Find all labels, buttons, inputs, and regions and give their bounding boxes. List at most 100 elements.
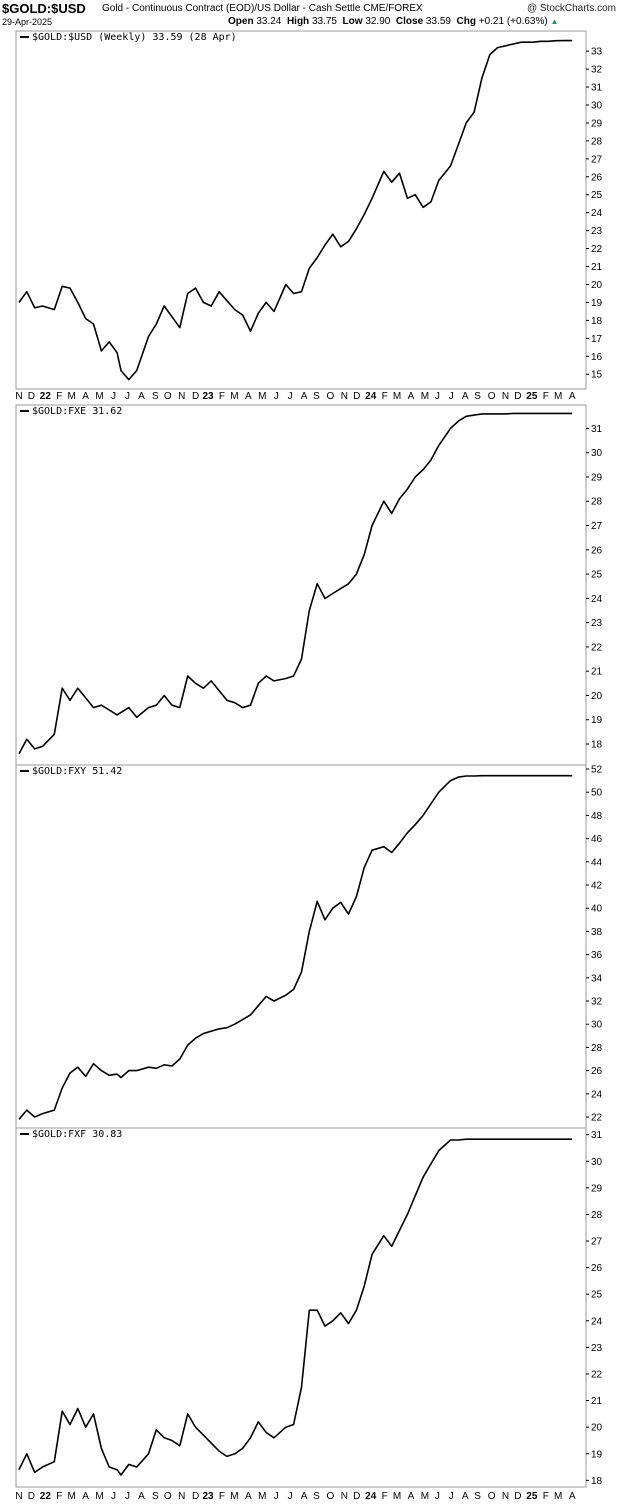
y-tick-label: 40 [591,904,603,915]
y-tick-label: 24 [591,1089,603,1100]
exchange-label: CME/FOREX [363,3,423,14]
x-tick-label: M [68,391,76,402]
y-tick-label: 26 [591,172,603,183]
date-label: 29-Apr-2025 [2,17,53,27]
y-tick-label: 24 [591,1316,603,1327]
y-tick-label: 23 [591,618,603,629]
y-tick-label: 25 [591,570,603,581]
high-label: High [286,16,310,27]
x-tick-label: 22 [40,1491,52,1502]
y-tick-label: 32 [591,65,603,76]
x-tick-label: M [258,1491,266,1502]
x-tick-label: 25 [526,1491,538,1502]
y-tick-label: 31 [591,424,603,435]
x-tick-label: A [569,1491,576,1502]
y-tick-label: 30 [591,448,603,459]
x-tick-label: J [125,391,130,402]
x-tick-label: J [125,1491,130,1502]
panel-title: $GOLD:FXY 51.42 [32,766,122,777]
series-line [18,412,573,755]
y-tick-label: 28 [591,1210,603,1221]
x-tick-label: F [382,1491,388,1502]
x-tick-label: O [164,391,172,402]
y-tick-label: 27 [591,1237,603,1248]
x-tick-label: J [449,1491,454,1502]
x-tick-label: J [288,391,293,402]
y-tick-label: 26 [591,1066,603,1077]
x-tick-label: 23 [202,1491,214,1502]
y-tick-label: 19 [591,715,603,726]
y-tick-label: 23 [591,1343,603,1354]
y-tick-label: 28 [591,136,603,147]
symbol-title: $GOLD:$USD [2,1,86,16]
y-tick-label: 27 [591,154,603,165]
x-tick-label: A [408,1491,415,1502]
x-tick-label: D [514,1491,521,1502]
y-tick-label: 31 [591,83,603,94]
y-tick-label: 31 [591,1130,603,1141]
y-tick-label: 28 [591,497,603,508]
x-tick-label: O [488,391,496,402]
x-tick-label: M [421,391,429,402]
x-tick-label: M [554,1491,562,1502]
high-value: 33.75 [311,16,337,27]
series-line [18,1138,573,1476]
open-label: Open [228,16,254,27]
x-tick-label: D [28,391,35,402]
chart-panel: 18 19 20 21 22 23 24 25 26 27 28 29 30 31 $GOLD:FXE 31… [15,404,603,766]
x-tick-label: F [219,391,225,402]
y-tick-label: 30 [591,1157,603,1168]
y-tick-label: 36 [591,950,603,961]
x-tick-label: N [341,1491,348,1502]
x-tick-label: D [192,1491,199,1502]
x-tick-label: A [245,391,252,402]
y-tick-label: 24 [591,594,603,605]
x-tick-label: A [408,391,415,402]
x-tick-label: J [288,1491,293,1502]
x-tick-label: M [393,391,401,402]
x-tick-label: N [15,391,22,402]
x-tick-label: M [230,1491,238,1502]
x-tick-label: S [313,1491,320,1502]
x-tick-label: 22 [40,391,52,402]
chart-header: $GOLD:$USD Gold - Continuous Contract (E… [0,0,620,31]
y-tick-label: 18 [591,740,603,751]
panel-frame [15,30,587,390]
y-tick-label: 15 [591,370,603,381]
x-tick-label: F [543,391,549,402]
x-tick-label: F [219,1491,225,1502]
ohlc-readout: Open 33.24 High 33.75 Low 32.90 Close 33… [228,16,558,27]
chart-panel: 22 24 26 28 30 32 34 36 38 40 42 44 46 48 50 52 $GOLD:FX… [15,764,603,1129]
x-tick-label: J [435,1491,440,1502]
y-tick-label: 22 [591,244,603,255]
x-tick-label: A [138,391,145,402]
x-tick-label: F [543,1491,549,1502]
x-tick-label: O [327,1491,335,1502]
x-axis-band [16,389,586,405]
y-tick-label: 18 [591,1476,603,1487]
x-tick-label: A [301,1491,308,1502]
series-line [18,39,573,381]
chg-label: Chg [456,16,476,27]
symbol-description: Gold - Continuous Contract (EOD)/US Doll… [102,3,423,14]
y-tick-label: 46 [591,834,603,845]
up-arrow-icon: ▲ [550,17,559,26]
x-tick-label: M [554,391,562,402]
y-tick-label: 18 [591,316,603,327]
y-tick-label: 50 [591,788,603,799]
x-tick-label: O [488,1491,496,1502]
x-tick-label: D [353,1491,360,1502]
y-tick-label: 22 [591,1113,603,1124]
y-tick-label: 42 [591,881,603,892]
y-tick-label: 44 [591,857,603,868]
y-tick-label: 26 [591,1263,603,1274]
x-tick-label: A [245,1491,252,1502]
y-tick-label: 21 [591,1396,603,1407]
x-tick-label: A [569,391,576,402]
brand-label[interactable]: @ StockCharts.com [526,3,616,14]
y-tick-label: 22 [591,1369,603,1380]
panel-title: $GOLD:FXF 30.83 [32,1129,122,1140]
low-value: 32.90 [365,16,391,27]
y-tick-label: 29 [591,472,603,483]
